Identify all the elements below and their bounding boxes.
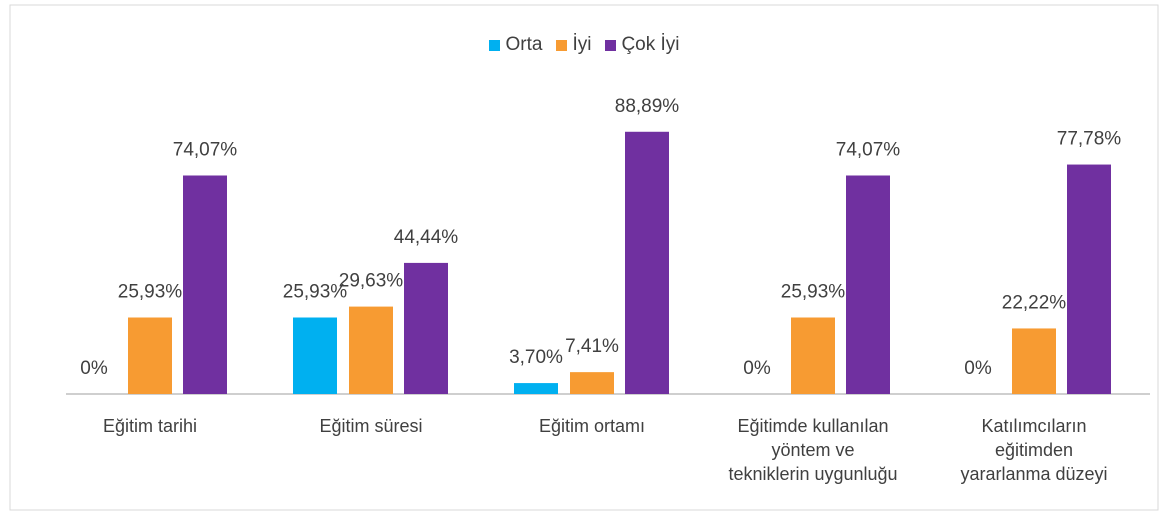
data-label: 29,63% — [339, 271, 404, 292]
legend-label: Orta — [505, 34, 543, 55]
data-label: 88,89% — [615, 96, 680, 117]
legend-label: Çok İyi — [621, 34, 680, 55]
legend-swatch — [556, 39, 568, 51]
data-label: 0% — [80, 358, 108, 379]
legend: Orta İyi Çok İyi — [0, 34, 1169, 56]
data-label: 25,93% — [118, 282, 183, 303]
bar — [128, 317, 172, 394]
x-tick-label: Eğitim tarihi — [102, 416, 198, 436]
bar — [791, 317, 835, 394]
data-label: 77,78% — [1057, 129, 1122, 150]
legend-item: Orta — [489, 34, 542, 56]
data-label: 0% — [743, 358, 771, 379]
bar — [349, 306, 393, 394]
data-label: 25,93% — [781, 282, 846, 303]
bar — [570, 372, 614, 394]
legend-label: İyi — [572, 34, 592, 55]
data-label: 7,41% — [565, 336, 619, 357]
bar — [1067, 164, 1111, 394]
bar — [625, 131, 669, 394]
bar — [846, 175, 890, 394]
bar — [1012, 328, 1056, 394]
x-tick-label: Eğitim süresi — [319, 416, 423, 436]
data-label: 22,22% — [1002, 292, 1067, 313]
data-label: 0% — [964, 358, 992, 379]
data-label: 25,93% — [283, 282, 348, 303]
legend-item: Çok İyi — [605, 34, 680, 56]
data-label: 44,44% — [394, 227, 459, 248]
data-label: 3,70% — [509, 347, 563, 368]
bar — [293, 317, 337, 394]
x-tick-label: Eğitim ortamı — [538, 416, 646, 436]
bar — [514, 383, 558, 394]
data-label: 74,07% — [836, 139, 901, 160]
chart-frame — [9, 4, 1159, 511]
legend-swatch — [489, 39, 501, 51]
data-label: 74,07% — [173, 139, 238, 160]
x-tick-label: Eğitimde kullanılan yöntem ve teknikleri… — [728, 416, 898, 484]
legend-item: İyi — [556, 34, 591, 56]
legend-swatch — [605, 39, 617, 51]
bar — [183, 175, 227, 394]
x-tick-label: Katılımcıların eğitimden yararlanma düze… — [960, 416, 1108, 484]
bar — [404, 262, 448, 394]
